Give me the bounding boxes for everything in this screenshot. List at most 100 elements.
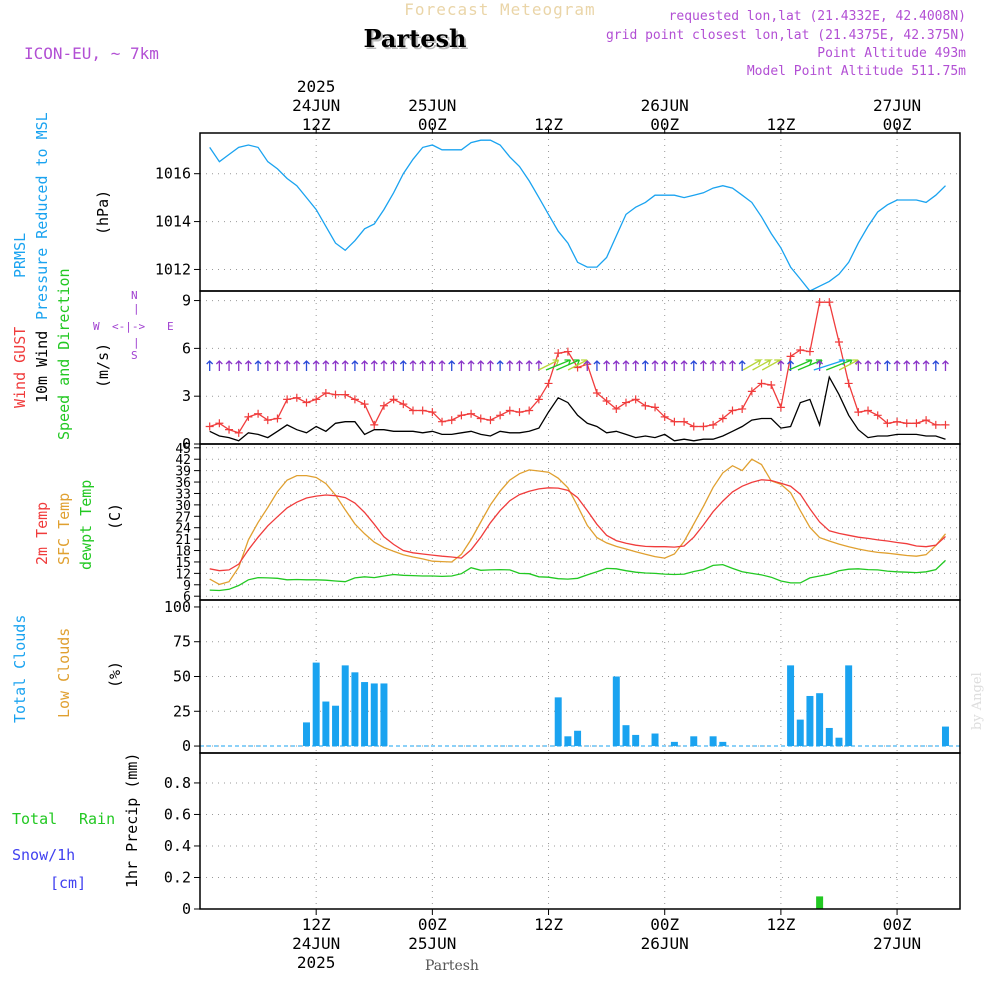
gust-marker <box>767 381 776 390</box>
gust-marker <box>689 422 698 431</box>
y-tick-label: 12 <box>175 567 191 582</box>
sfc-temp-line <box>209 458 947 586</box>
gust-marker <box>776 403 785 412</box>
wind-direction-arrow <box>752 359 774 371</box>
legend-total: Total <box>12 810 57 828</box>
wind-direction-arrow <box>883 360 891 371</box>
wind-direction-arrow <box>380 360 388 371</box>
clouds-label-low: Low Clouds <box>55 628 73 718</box>
gust-marker <box>902 419 911 428</box>
wind-direction-arrow <box>341 360 349 371</box>
clouds-label-total: Total Clouds <box>11 615 29 723</box>
bottom-time-label: 12Z <box>302 915 331 934</box>
total-cloud-bar <box>361 682 369 747</box>
wind-direction-arrow <box>370 360 378 371</box>
total-cloud-bar <box>632 734 640 747</box>
wind-direction-arrow <box>854 360 862 371</box>
compass-mark: | <box>133 302 140 315</box>
clouds-unit: (%) <box>106 661 124 688</box>
pressure-label-msl: Pressure Reduced to MSL <box>33 112 51 320</box>
gust-marker <box>602 396 611 405</box>
compass-south: S <box>131 349 138 362</box>
bottom-location-label: Partesh <box>425 958 479 974</box>
y-tick-label: 1012 <box>155 260 191 278</box>
grid-point-coords: grid point closest lon,lat (21.4375E, 42… <box>605 28 966 43</box>
wind-direction-arrow <box>538 359 560 371</box>
wind-direction-arrow <box>864 360 872 371</box>
gust-marker <box>321 389 330 397</box>
wind-direction-arrow <box>283 360 291 371</box>
wind-direction-arrow <box>632 360 640 371</box>
gust-marker <box>283 395 292 404</box>
gust-marker <box>805 347 814 356</box>
top-time-label: 26JUN <box>641 96 689 115</box>
total-cloud-bar <box>332 705 340 747</box>
wind-direction-arrow <box>912 360 920 371</box>
wind-direction-arrow <box>399 360 407 371</box>
total-cloud-bar <box>351 672 359 747</box>
gust-marker <box>641 401 650 410</box>
gust-marker <box>592 389 601 397</box>
wind-direction-arrow <box>254 360 262 371</box>
top-time-label: 00Z <box>883 115 912 134</box>
total-cloud-bar <box>554 697 562 747</box>
gust-marker <box>796 345 805 354</box>
chart-title: Forecast Meteogram <box>404 0 596 19</box>
wind-direction-arrow <box>729 360 736 371</box>
y-tick-label: 0 <box>182 435 191 453</box>
wind-direction-arrow <box>428 360 436 371</box>
gust-marker <box>476 414 485 423</box>
gust-marker <box>457 411 466 420</box>
y-tick-label: 21 <box>175 533 191 548</box>
wind-direction-arrow <box>583 360 591 371</box>
pressure-unit: (hPa) <box>94 190 112 235</box>
wind-direction-arrow <box>709 360 717 371</box>
top-time-label: 24JUN <box>292 96 340 115</box>
top-time-label: 2025 <box>297 77 336 96</box>
gust-marker <box>331 390 340 399</box>
gust-marker <box>467 409 476 418</box>
wind-direction-arrow <box>622 360 630 371</box>
gust-marker <box>912 419 921 428</box>
wind-direction-arrow <box>225 360 233 371</box>
wind-direction-arrow <box>874 360 882 371</box>
temp-label-sfc: SFC Temp <box>55 493 73 565</box>
wind-label-gust: Wind GUST <box>11 327 29 408</box>
wind-direction-arrow <box>893 360 901 371</box>
gust-marker <box>854 408 863 417</box>
total-cloud-bar <box>709 736 717 747</box>
temp-label-dewpt: dewpt Temp <box>77 480 95 570</box>
gust-marker <box>612 404 621 413</box>
total-cloud-bar <box>787 665 795 747</box>
gust-marker <box>747 387 756 396</box>
wind-direction-arrow <box>477 360 485 371</box>
gust-marker <box>244 412 253 421</box>
gust-marker <box>515 408 524 417</box>
wind-direction-arrow <box>603 360 611 371</box>
y-tick-label: 1016 <box>155 165 191 183</box>
wind-direction-arrow <box>942 360 949 371</box>
total-cloud-bar <box>612 676 620 747</box>
gust-marker <box>273 414 282 423</box>
wind-direction-arrow <box>496 360 504 371</box>
wind-direction-arrow <box>738 360 746 371</box>
y-tick-label: 0 <box>182 900 191 918</box>
total-cloud-bar <box>322 701 330 747</box>
bottom-time-label: 12Z <box>766 915 795 934</box>
top-time-label: 27JUN <box>873 96 921 115</box>
wind-direction-arrow <box>467 360 475 371</box>
panel-frame-pressure <box>199 132 961 292</box>
gust-marker <box>631 395 640 404</box>
wind-direction-arrow <box>903 360 911 371</box>
wind-speed-line <box>209 375 946 442</box>
gust-marker <box>360 400 369 409</box>
gust-marker <box>399 400 408 409</box>
wind-direction-arrow <box>361 360 369 371</box>
gust-marker <box>922 416 931 425</box>
wind-direction-arrow <box>761 359 783 371</box>
gust-marker <box>709 420 718 429</box>
bottom-time-label: 12Z <box>534 915 563 934</box>
wind-direction-arrow <box>612 360 620 371</box>
top-time-label: 00Z <box>418 115 447 134</box>
y-tick-label: 0.4 <box>164 837 191 855</box>
